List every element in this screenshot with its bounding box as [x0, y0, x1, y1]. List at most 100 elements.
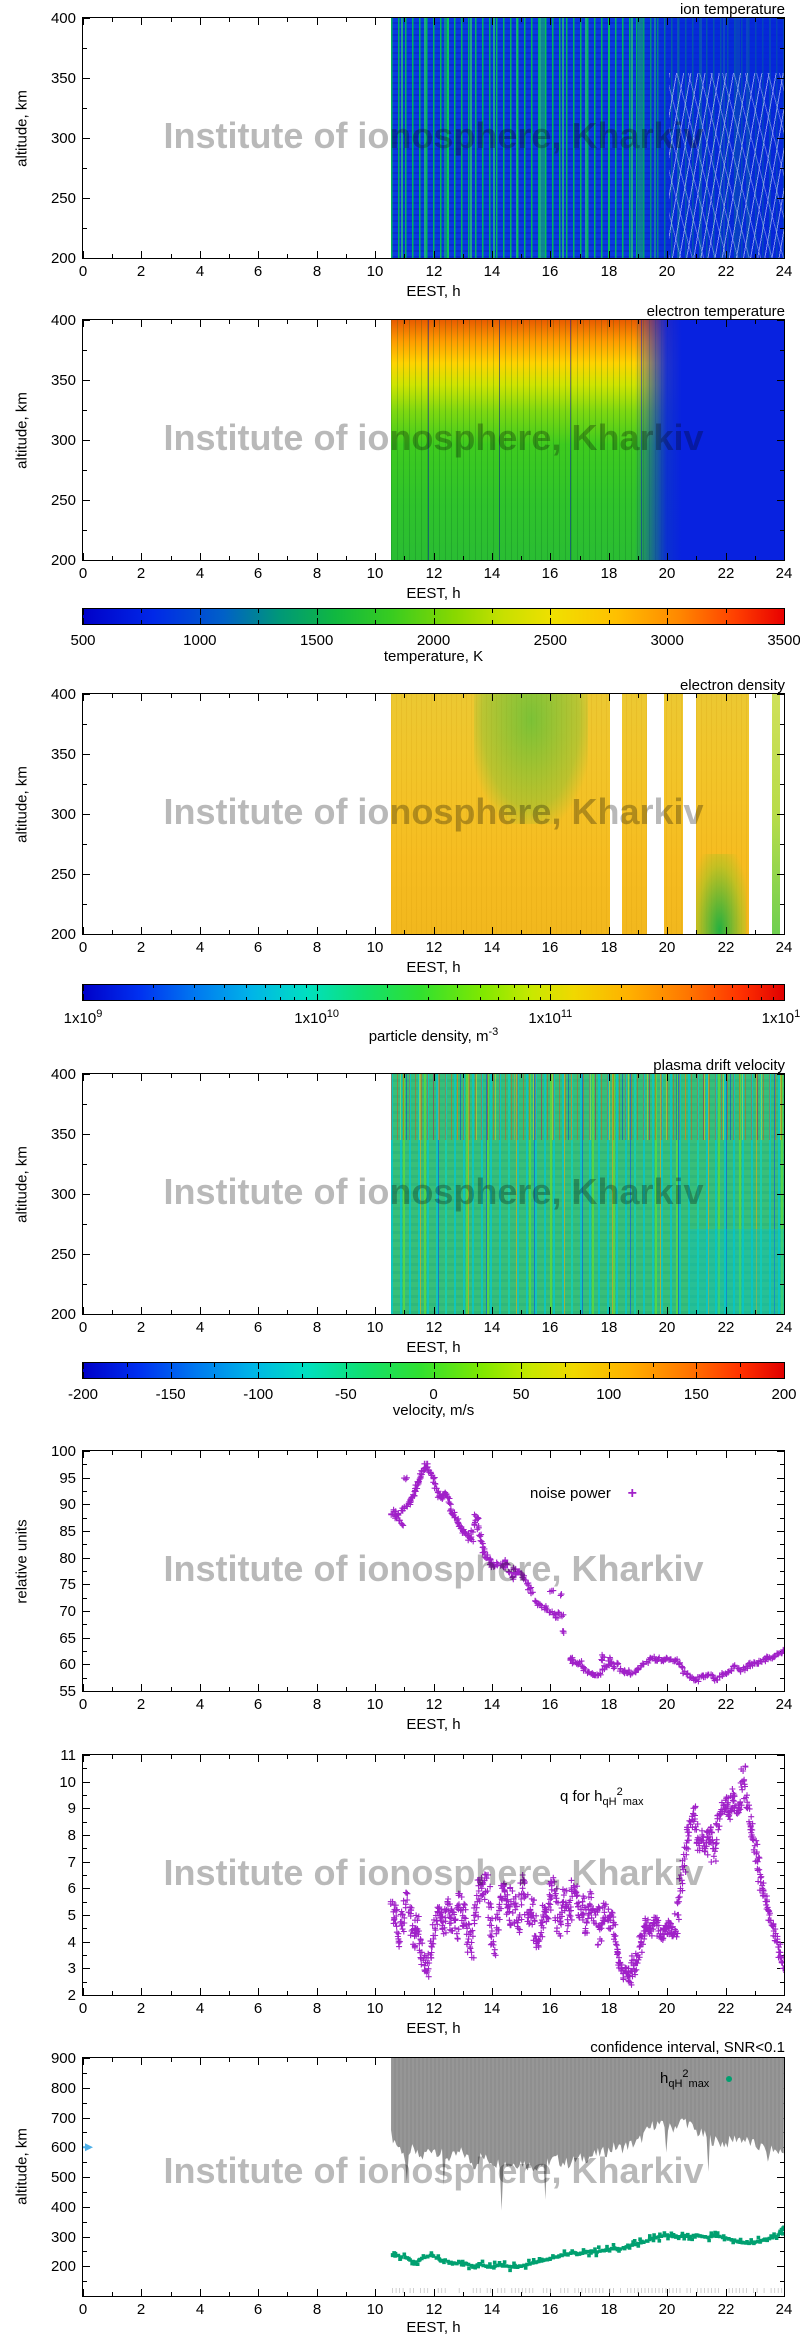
x-tick — [580, 320, 581, 324]
colorbar-tick — [621, 997, 622, 1000]
y-tick — [777, 320, 784, 321]
x-tick-label: 2 — [136, 263, 146, 280]
x-tick — [580, 1310, 581, 1314]
x-tick — [609, 1074, 610, 1081]
colorbar-tick — [457, 997, 458, 1000]
x-tick — [112, 320, 113, 324]
colorbar-caption: particle density, m-3 — [368, 1026, 499, 1045]
x-tick-label: 16 — [541, 1696, 559, 1713]
colorbar-tick — [141, 609, 142, 613]
x-tick-label: 2 — [136, 2000, 146, 2017]
colorbar-tick — [528, 985, 529, 988]
x-tick — [726, 1074, 727, 1081]
cyan-arrow-marker — [85, 2143, 93, 2152]
x-tick — [83, 1074, 84, 1081]
x-tick — [375, 927, 376, 934]
y-tick — [83, 694, 90, 695]
x-tick — [638, 1755, 639, 1759]
y-tick — [780, 2251, 784, 2252]
x-tick-label: 0 — [78, 2301, 88, 2318]
colorbar-tick — [653, 1363, 654, 1367]
y-tick — [83, 724, 87, 725]
x-tick — [521, 1991, 522, 1995]
y-tick — [83, 1795, 87, 1796]
x-tick — [609, 1684, 610, 1691]
x-tick — [638, 930, 639, 934]
x-tick — [463, 1310, 464, 1314]
x-tick — [112, 1451, 113, 1455]
x-tick-label: 8 — [312, 565, 322, 582]
x-tick — [521, 1310, 522, 1314]
x-tick — [404, 18, 405, 22]
x-tick — [229, 1310, 230, 1314]
y-axis-label: altitude, km — [13, 1146, 31, 1223]
legend-plus-marker: + — [627, 1485, 637, 1502]
x-tick — [696, 556, 697, 560]
x-tick — [696, 254, 697, 258]
x-tick — [141, 553, 142, 560]
y-tick-label: 250 — [50, 866, 76, 883]
x-tick — [287, 694, 288, 698]
y-tick — [83, 1451, 90, 1452]
y-tick — [780, 410, 784, 411]
x-tick — [667, 320, 668, 327]
x-tick — [434, 1307, 435, 1314]
x-tick — [287, 18, 288, 22]
y-tick — [780, 350, 784, 351]
y-tick — [83, 1224, 87, 1225]
colorbar-tick — [457, 985, 458, 988]
x-tick — [404, 254, 405, 258]
y-tick — [83, 1862, 90, 1863]
x-tick — [258, 1074, 259, 1081]
y-tick-label: 90 — [59, 1496, 76, 1513]
y-axis-label: altitude, km — [13, 766, 31, 843]
y-tick-label: 5 — [67, 1907, 76, 1924]
x-tick-label: 2 — [136, 939, 146, 956]
x-tick — [346, 1687, 347, 1691]
x-axis-label: EEST, h — [406, 959, 461, 976]
y-tick — [777, 814, 784, 815]
colorbar-tick — [521, 1372, 522, 1378]
x-tick — [521, 1074, 522, 1078]
colorbar-tick — [306, 997, 307, 1000]
colorbar-tick — [492, 609, 493, 613]
y-tick — [777, 1862, 784, 1863]
panel-title: ion temperature — [679, 1, 785, 18]
y-tick-label: 350 — [50, 1126, 76, 1143]
x-tick — [726, 694, 727, 701]
y-tick — [83, 1504, 90, 1505]
x-tick — [317, 927, 318, 934]
green-hqh2max-points — [390, 2225, 784, 2273]
x-tick — [375, 18, 376, 25]
y-tick — [83, 2118, 90, 2119]
x-tick — [434, 2289, 435, 2296]
y-tick — [777, 1194, 784, 1195]
x-tick — [112, 2058, 113, 2062]
x-tick — [112, 1310, 113, 1314]
y-tick — [83, 2088, 90, 2089]
colorbar-tick — [761, 985, 762, 988]
x-tick — [171, 694, 172, 698]
x-tick — [755, 1991, 756, 1995]
y-tick-label: 500 — [50, 2169, 76, 2186]
panel-title: plasma drift velocity — [653, 1057, 785, 1074]
x-tick — [784, 251, 785, 258]
x-tick — [755, 1755, 756, 1759]
x-tick — [346, 2292, 347, 2296]
legend-green-dot — [725, 2076, 732, 2083]
y-tick-label: 11 — [60, 1747, 76, 1764]
y-tick — [780, 2281, 784, 2282]
y-tick — [83, 1848, 87, 1849]
x-tick — [229, 1755, 230, 1759]
heatmap-data-electron-density — [391, 694, 780, 934]
x-tick-label: 20 — [658, 565, 676, 582]
plot-area-electron-density — [82, 693, 785, 935]
y-tick — [777, 1691, 784, 1692]
x-tick — [83, 2058, 84, 2065]
x-tick — [696, 930, 697, 934]
x-tick-label: 22 — [717, 2301, 735, 2318]
data-gap — [647, 694, 664, 934]
y-tick-label: 400 — [50, 686, 76, 703]
y-tick-label: 400 — [50, 2199, 76, 2216]
colorbar-tick — [127, 1374, 128, 1378]
